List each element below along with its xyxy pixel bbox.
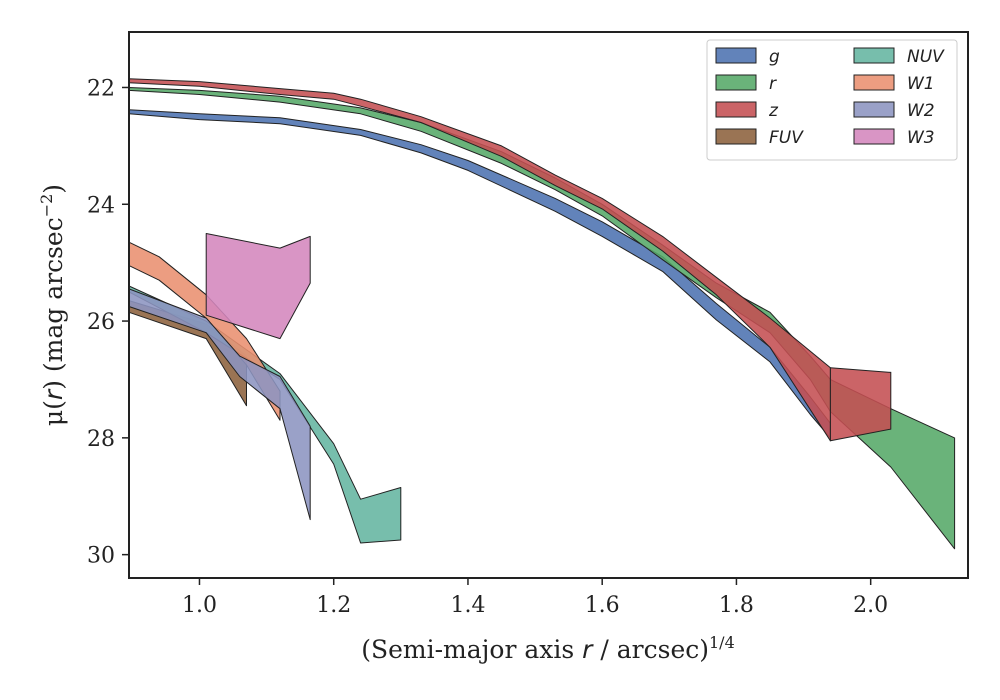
y-tick-label: 30: [87, 544, 115, 569]
legend-label-w2: W2: [907, 101, 935, 121]
legend-label-r: r: [769, 74, 777, 94]
x-axis-label-prefix: (Semi-major axis: [361, 635, 582, 664]
legend-swatch-z: [715, 101, 757, 118]
series-band-w2: [128, 288, 311, 521]
y-axis-label-prefix: μ(: [39, 400, 68, 426]
x-axis-ticks: 1.0 1.2 1.4 1.6 1.8 2.0: [182, 578, 888, 618]
legend-swatch-w2: [853, 101, 895, 118]
x-tick-label: 1.8: [719, 593, 754, 618]
x-axis-label-suffix: / arcsec): [592, 635, 709, 664]
legend-label-z: z: [768, 101, 779, 121]
y-tick-label: 24: [87, 193, 115, 218]
legend: grz FUV NUV W1 W2 W3: [706, 39, 958, 161]
x-tick-label: 1.2: [316, 593, 351, 618]
y-axis-label-mid: ) (mag arcsec: [39, 217, 68, 390]
x-tick-label: 2.0: [853, 593, 888, 618]
legend-label-w3: W3: [907, 128, 935, 148]
legend-swatch-w1: [853, 74, 895, 91]
y-axis-label-var: r: [39, 388, 68, 400]
y-tick-label: 26: [87, 310, 115, 335]
series-band-w3: [205, 233, 311, 340]
legend-swatch-nuv: [853, 47, 895, 64]
y-axis-label-suffix: ): [39, 184, 68, 194]
series-layer: [128, 78, 956, 550]
legend-label-g: g: [769, 47, 780, 67]
legend-label-w1: W1: [907, 74, 935, 94]
legend-swatch-w3: [853, 128, 895, 145]
series-band-z-tail: [829, 367, 892, 442]
y-axis-ticks: 22 24 26 28 30: [87, 76, 129, 569]
y-tick-label: 22: [87, 76, 115, 101]
legend-swatch-g: [715, 47, 757, 64]
x-tick-label: 1.4: [450, 593, 485, 618]
legend-label-fuv: FUV: [769, 128, 804, 148]
y-tick-label: 28: [87, 427, 115, 452]
series-band-w1: [128, 241, 281, 421]
x-tick-label: 1.6: [585, 593, 620, 618]
y-axis-label-sup: −2: [37, 194, 56, 218]
x-axis-label-var: r: [582, 635, 594, 664]
y-axis-label: μ(r) (mag arcsec−2): [37, 184, 68, 426]
plot-frame: [128, 31, 969, 579]
x-tick-label: 1.0: [182, 593, 217, 618]
legend-label-nuv: NUV: [907, 47, 945, 67]
x-axis-label: (Semi-major axis r / arcsec)1/4: [361, 633, 735, 664]
legend-swatch-r: [715, 74, 757, 91]
legend-swatch-fuv: [715, 128, 757, 145]
x-axis-label-sup: 1/4: [709, 633, 735, 652]
